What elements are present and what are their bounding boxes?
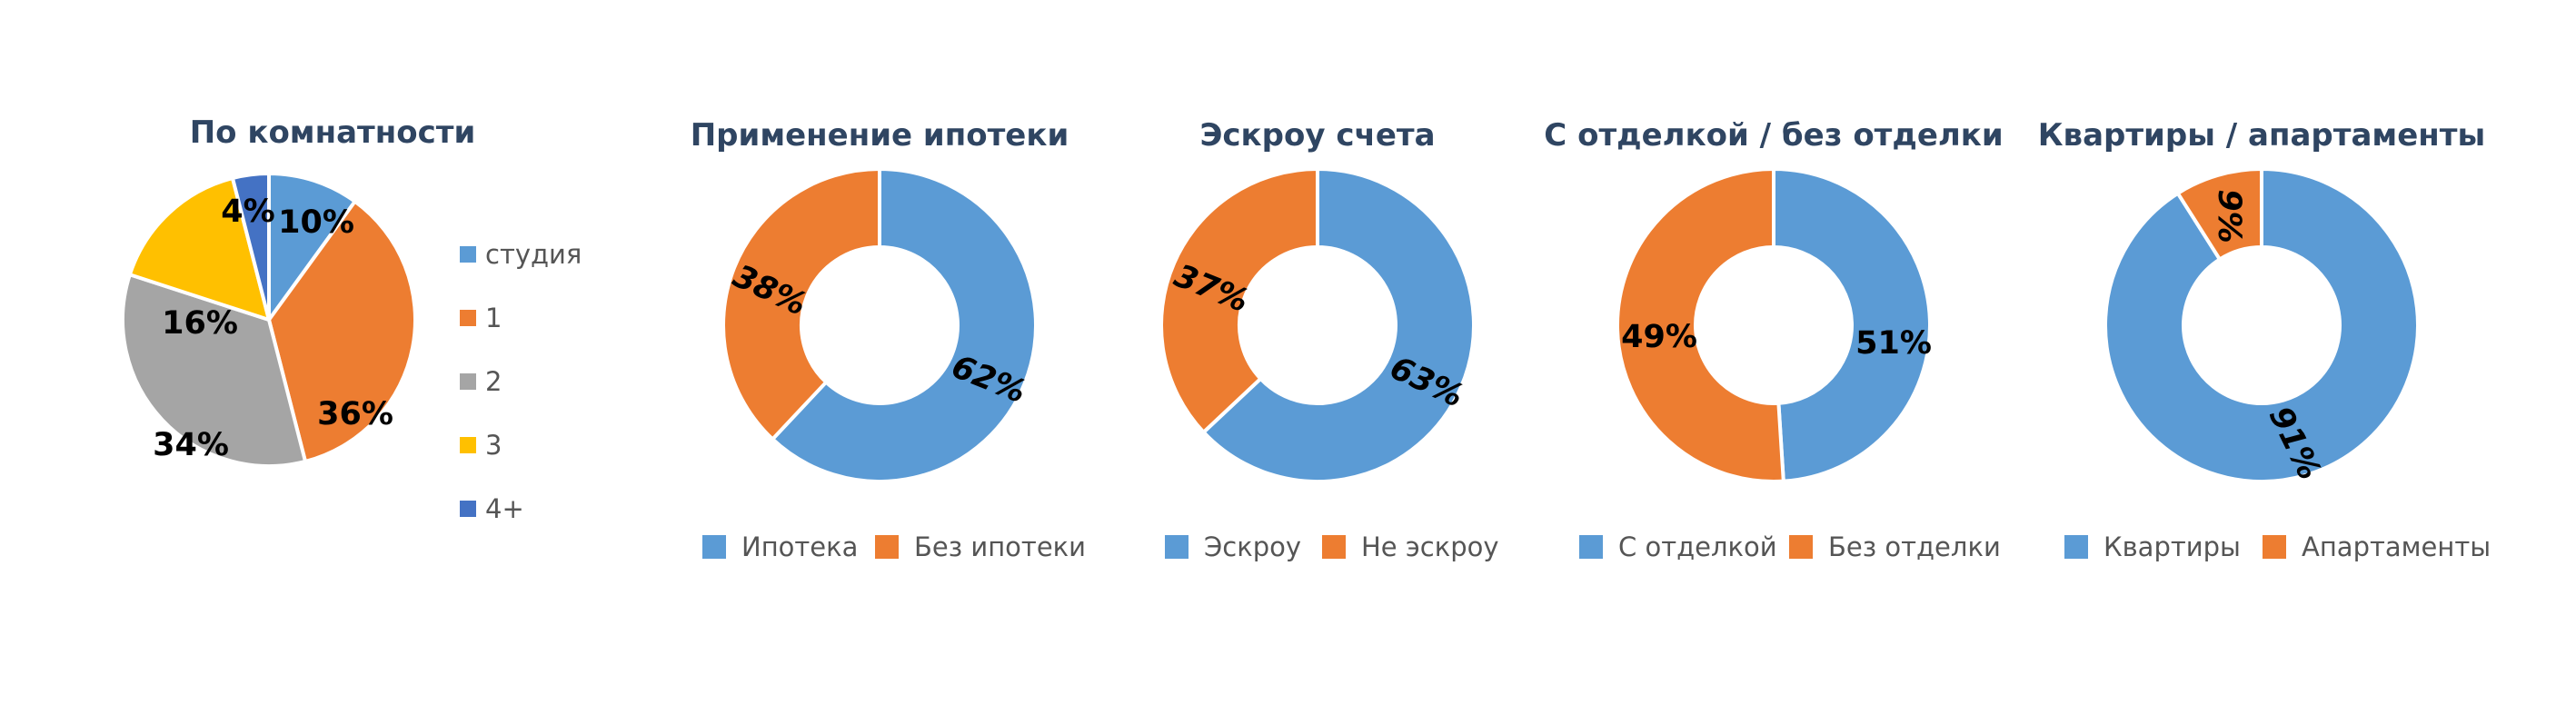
legend-label: С отделкой xyxy=(1618,531,1777,562)
legend: Эскроу Не эскроу xyxy=(1165,531,1499,562)
legend-label: Квартиры xyxy=(2104,531,2241,562)
chart-title: По комнатности xyxy=(190,114,476,151)
chart-title: Эскроу счета xyxy=(1199,117,1435,154)
legend: С отделкой Без отделки xyxy=(1579,531,2001,562)
legend-swatch xyxy=(1789,535,1813,559)
pie-slice xyxy=(1201,167,1477,483)
legend-swatch xyxy=(460,501,476,517)
data-label: 10% xyxy=(278,204,354,241)
chart-1: По комнатности 10% 36% 34% 16% 4% студия 1 2 3 4+ xyxy=(121,114,582,524)
data-label: 49% xyxy=(1621,319,1697,355)
legend-swatch xyxy=(460,310,476,326)
legend-label: Ипотека xyxy=(741,531,858,562)
legend: Ипотека Без ипотеки xyxy=(702,531,1086,562)
legend-swatch xyxy=(2064,535,2088,559)
legend-swatch xyxy=(702,535,726,559)
data-label: 51% xyxy=(1855,325,1932,362)
pie-slice xyxy=(771,167,1038,483)
data-label: 4% xyxy=(221,194,274,230)
pie-slice xyxy=(1616,167,1785,483)
chart-title: Применение ипотеки xyxy=(691,117,1069,154)
legend-swatch xyxy=(460,246,476,263)
legend-swatch xyxy=(875,535,899,559)
legend-label: 2 xyxy=(485,366,502,397)
chart-title: С отделкой / без отделки xyxy=(1544,117,2003,154)
legend-swatch xyxy=(460,437,476,453)
legend-swatch xyxy=(2263,535,2286,559)
legend-swatch xyxy=(1579,535,1603,559)
legend-label: студия xyxy=(485,239,582,270)
legend-label: Не эскроу xyxy=(1361,531,1499,562)
data-label: 9% xyxy=(2211,189,2247,243)
pie-slice xyxy=(267,172,357,322)
data-label: 34% xyxy=(153,427,229,463)
pie-slice xyxy=(230,172,271,322)
legend-label: 4+ xyxy=(485,493,524,524)
legend-label: 1 xyxy=(485,303,502,333)
legend-swatch xyxy=(1322,535,1346,559)
pie-slice xyxy=(121,273,308,468)
legend-label: 3 xyxy=(485,430,502,461)
legend-label: Без ипотеки xyxy=(914,531,1086,562)
pie-slice xyxy=(267,199,417,463)
pie-slice xyxy=(127,176,271,322)
pie-slice xyxy=(1159,167,1319,434)
chart-title: Квартиры / апартаменты xyxy=(2038,117,2485,154)
pie-slice xyxy=(721,167,881,442)
legend-swatch xyxy=(460,373,476,390)
pie-slice xyxy=(2104,167,2420,483)
pie-slice xyxy=(2175,167,2263,262)
legend: студия 1 2 3 4+ xyxy=(460,239,582,524)
legend-swatch xyxy=(1165,535,1189,559)
legend-label: Апартаменты xyxy=(2302,531,2491,562)
legend: Квартиры Апартаменты xyxy=(2064,531,2491,562)
chart-4: С отделкой / без отделки 49% 51% С отделкой… xyxy=(1544,117,2003,562)
legend-label: Эскроу xyxy=(1204,531,1301,562)
data-label: 16% xyxy=(162,305,238,342)
legend-label: Без отделки xyxy=(1828,531,2001,562)
data-label: 36% xyxy=(317,396,393,432)
pie-slice xyxy=(1772,167,1933,483)
